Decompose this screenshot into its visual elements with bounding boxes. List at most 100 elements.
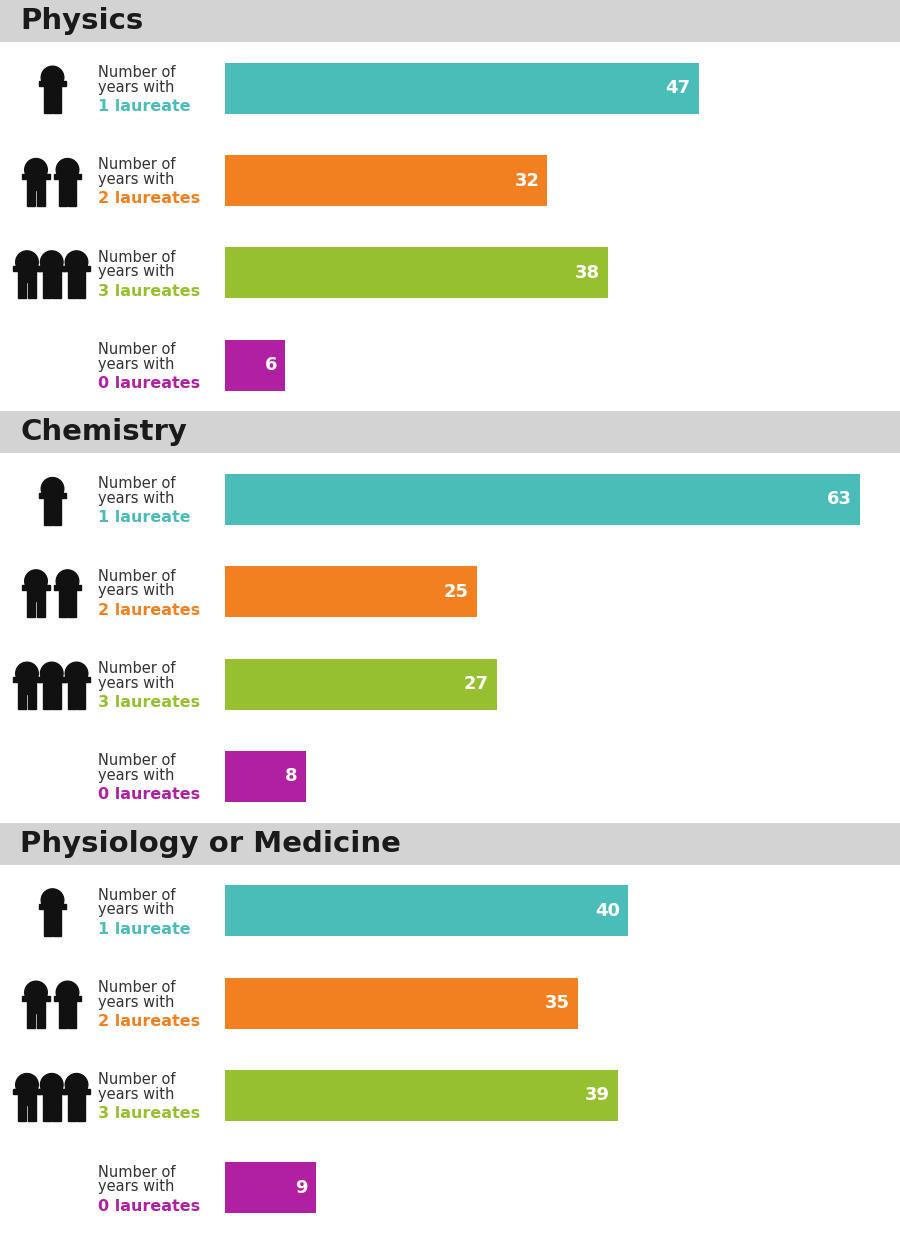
Circle shape bbox=[65, 663, 88, 685]
Circle shape bbox=[15, 1074, 39, 1096]
Bar bbox=[225, 1162, 316, 1213]
Circle shape bbox=[24, 158, 48, 181]
Bar bbox=[68, 263, 86, 283]
Bar bbox=[27, 172, 45, 190]
Bar bbox=[53, 97, 61, 114]
Circle shape bbox=[15, 663, 39, 685]
Bar bbox=[38, 265, 66, 271]
Bar bbox=[37, 190, 45, 206]
Text: 2 laureates: 2 laureates bbox=[98, 602, 200, 618]
Bar bbox=[54, 174, 81, 179]
Text: 35: 35 bbox=[544, 995, 570, 1012]
Text: 0 laureates: 0 laureates bbox=[98, 376, 200, 391]
Text: 3 laureates: 3 laureates bbox=[98, 695, 200, 710]
Bar bbox=[38, 1088, 66, 1093]
Text: Number of: Number of bbox=[98, 476, 176, 491]
Text: 25: 25 bbox=[444, 582, 469, 601]
Bar bbox=[43, 263, 60, 283]
Text: years with: years with bbox=[98, 357, 175, 371]
Text: 39: 39 bbox=[585, 1086, 610, 1104]
Bar bbox=[68, 1086, 86, 1104]
Text: Number of: Number of bbox=[98, 342, 176, 357]
Text: years with: years with bbox=[98, 902, 175, 917]
Text: 2 laureates: 2 laureates bbox=[98, 1014, 200, 1029]
Bar bbox=[58, 190, 67, 206]
Text: years with: years with bbox=[98, 768, 175, 784]
Text: 3 laureates: 3 laureates bbox=[98, 1107, 200, 1122]
Bar bbox=[28, 694, 36, 710]
Text: 8: 8 bbox=[285, 768, 298, 786]
Bar bbox=[225, 566, 477, 617]
Bar bbox=[63, 677, 90, 682]
Bar bbox=[68, 675, 86, 694]
Text: Chemistry: Chemistry bbox=[20, 418, 187, 447]
Text: years with: years with bbox=[98, 264, 175, 279]
Text: Number of: Number of bbox=[98, 157, 176, 173]
Circle shape bbox=[24, 570, 48, 592]
Bar bbox=[43, 675, 60, 694]
Bar bbox=[58, 582, 76, 601]
Text: Number of: Number of bbox=[98, 887, 176, 902]
Bar bbox=[44, 490, 61, 508]
Text: 6: 6 bbox=[265, 357, 277, 374]
Bar bbox=[22, 174, 50, 179]
Text: Number of: Number of bbox=[98, 1072, 176, 1087]
Bar bbox=[44, 901, 61, 921]
Text: 1 laureate: 1 laureate bbox=[98, 922, 191, 937]
Bar bbox=[43, 1086, 60, 1104]
Text: 0 laureates: 0 laureates bbox=[98, 1198, 200, 1214]
Text: Number of: Number of bbox=[98, 661, 176, 676]
Bar bbox=[77, 1104, 86, 1120]
Bar bbox=[63, 265, 90, 271]
Circle shape bbox=[15, 251, 39, 274]
Bar bbox=[27, 582, 45, 601]
Text: Number of: Number of bbox=[98, 569, 176, 584]
Circle shape bbox=[65, 251, 88, 274]
Bar bbox=[53, 508, 61, 524]
Bar bbox=[225, 886, 628, 937]
Bar bbox=[28, 283, 36, 297]
Bar bbox=[225, 339, 285, 390]
Text: years with: years with bbox=[98, 995, 175, 1009]
Bar bbox=[0, 0, 900, 42]
Bar bbox=[225, 63, 698, 114]
Bar bbox=[18, 263, 36, 283]
Bar bbox=[22, 585, 50, 590]
Text: Number of: Number of bbox=[98, 249, 176, 264]
Text: years with: years with bbox=[98, 80, 175, 95]
Bar bbox=[44, 508, 52, 524]
Bar bbox=[68, 1013, 76, 1028]
Bar bbox=[58, 993, 76, 1013]
Bar bbox=[225, 155, 547, 206]
Bar bbox=[225, 474, 860, 524]
Bar bbox=[43, 694, 51, 710]
Bar bbox=[27, 993, 45, 1013]
Text: Physics: Physics bbox=[20, 7, 143, 35]
Text: 0 laureates: 0 laureates bbox=[98, 787, 200, 802]
Text: 3 laureates: 3 laureates bbox=[98, 284, 200, 299]
Bar bbox=[38, 677, 66, 682]
Text: years with: years with bbox=[98, 491, 175, 506]
Text: years with: years with bbox=[98, 584, 175, 598]
Bar bbox=[54, 585, 81, 590]
Text: 32: 32 bbox=[515, 172, 539, 190]
Bar bbox=[27, 190, 35, 206]
Text: years with: years with bbox=[98, 1087, 175, 1102]
Circle shape bbox=[56, 981, 79, 1003]
Bar bbox=[44, 921, 52, 935]
Circle shape bbox=[41, 67, 64, 89]
Bar bbox=[68, 190, 76, 206]
Bar bbox=[225, 977, 578, 1029]
Bar bbox=[225, 752, 306, 802]
Bar bbox=[43, 1104, 51, 1120]
Bar bbox=[54, 996, 81, 1001]
Text: 38: 38 bbox=[575, 264, 600, 281]
Bar bbox=[0, 411, 900, 453]
Bar bbox=[58, 601, 67, 617]
Circle shape bbox=[24, 981, 48, 1003]
Text: 9: 9 bbox=[295, 1178, 308, 1197]
Bar bbox=[44, 79, 61, 97]
Text: Physiology or Medicine: Physiology or Medicine bbox=[20, 829, 400, 858]
Bar bbox=[27, 601, 35, 617]
Bar bbox=[28, 1104, 36, 1120]
